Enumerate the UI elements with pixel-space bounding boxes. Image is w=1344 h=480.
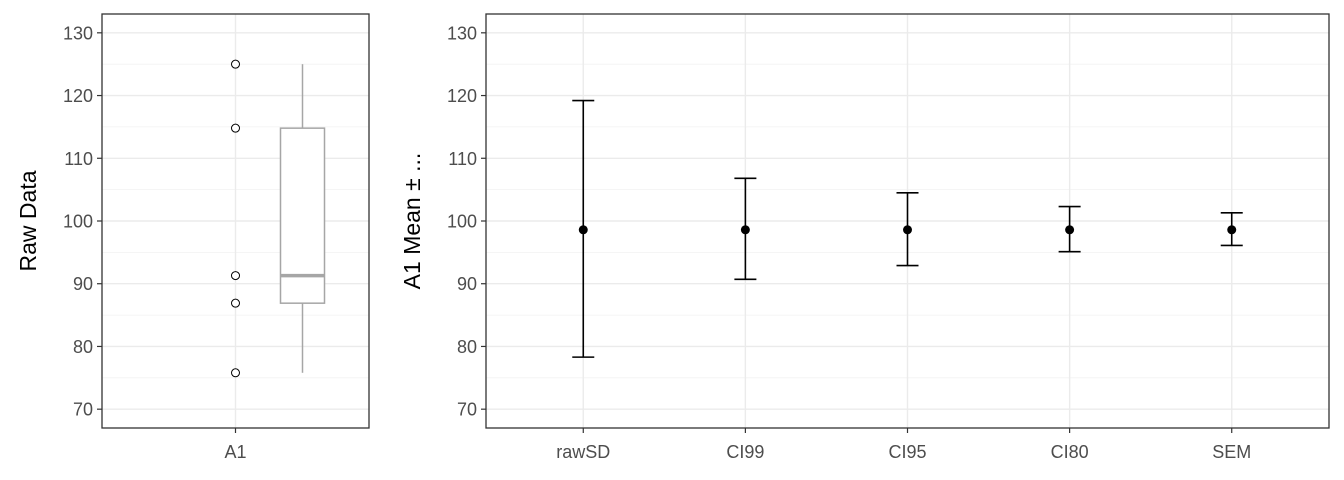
mean-point-ci99 [740,225,750,235]
mean-errorbar-panel: 70 80 90 100 110 120 130 rawSD CI99 CI95 CI80 SEM A… [399,13,1330,462]
mean-errorbar-y-tick-label: 130 [447,23,477,43]
raw-data-panel: 70 80 90 100 110 120 130 A1 Raw Data [15,13,370,462]
mean-errorbar-y-tick-label: 80 [457,337,477,357]
mean-point-ci80 [1065,225,1075,235]
mean-errorbar-x-tick-label: CI95 [888,442,926,462]
raw-data-y-tick-label: 130 [63,23,93,43]
mean-errorbar-x-tick-label: CI99 [726,442,764,462]
raw-data-y-tick-label: 80 [73,337,93,357]
raw-data-marks [231,59,326,378]
raw-data-point [231,298,240,308]
raw-data-y-tick-label: 70 [73,400,93,420]
mean-errorbar-y-axis-title: A1 Mean ± ... [399,153,425,290]
raw-data-point [231,59,240,69]
raw-data-axis: 70 80 90 100 110 120 130 A1 [63,23,247,462]
raw-data-y-tick-label: 90 [73,274,93,294]
mean-errorbar-x-tick-label: SEM [1212,442,1251,462]
mean-errorbar-y-tick-label: 90 [457,274,477,294]
mean-point-sem [1227,225,1237,235]
mean-errorbar-y-tick-label: 120 [447,86,477,106]
raw-data-y-axis-title: Raw Data [15,170,41,271]
raw-data-gridlines [102,14,369,428]
mean-errorbar-axis: 70 80 90 100 110 120 130 rawSD CI99 CI95 CI80 SEM [447,23,1251,462]
raw-data-x-tick-label: A1 [224,442,246,462]
mean-errorbar-y-tick-label: 110 [448,149,477,169]
raw-data-y-tick-label: 110 [64,149,93,169]
raw-data-point [231,123,240,133]
raw-data-point [231,271,240,281]
mean-point-ci95 [903,225,912,235]
mean-errorbar-y-tick-label: 100 [447,212,477,232]
mean-errorbar-y-tick-label: 70 [457,400,477,420]
mean-errorbar-x-tick-label: CI80 [1051,442,1089,462]
raw-data-y-tick-label: 120 [63,86,93,106]
mean-errorbar-gridlines [486,14,1329,428]
mean-errorbar-marks [572,99,1243,358]
raw-data-point [231,368,240,378]
mean-errorbar-x-tick-label: rawSD [556,442,610,462]
mean-point-rawsd [578,225,588,235]
raw-data-y-tick-label: 100 [63,212,93,232]
